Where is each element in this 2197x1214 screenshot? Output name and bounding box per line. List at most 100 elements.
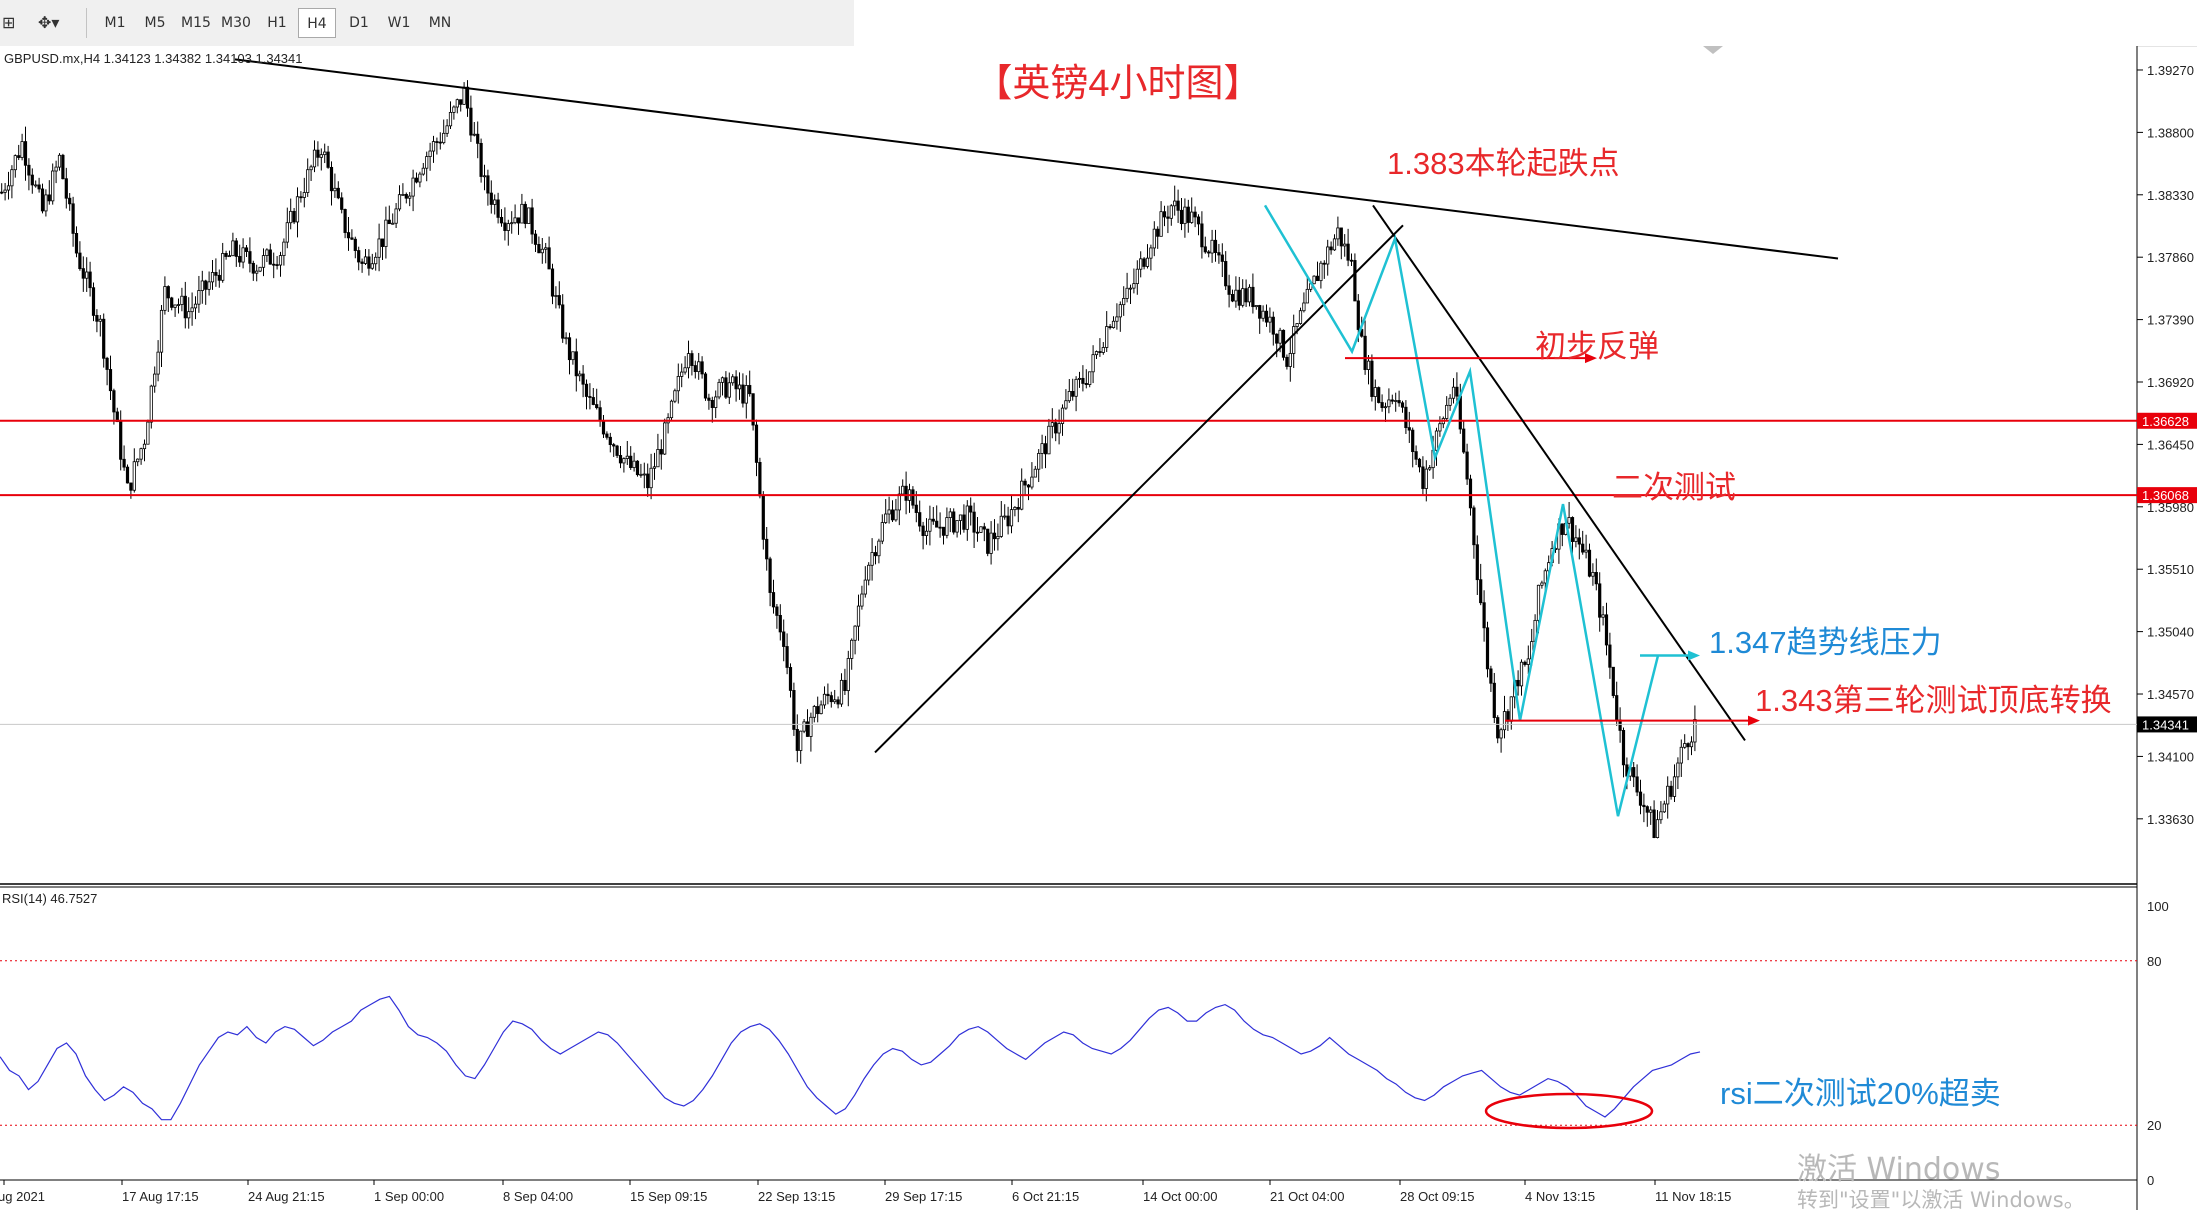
candle-body	[1689, 741, 1694, 748]
candle-body	[897, 493, 901, 511]
price-tick-label: 1.37390	[2147, 313, 2194, 328]
timeframe-button-h4[interactable]: H4	[298, 8, 336, 38]
timeframe-button-d1[interactable]: D1	[349, 15, 369, 31]
candle-body	[1268, 316, 1272, 323]
candle-body	[1285, 356, 1289, 367]
candle-body	[323, 151, 327, 156]
candle-body	[1040, 443, 1044, 454]
candle-body	[1179, 209, 1184, 225]
candle-body	[843, 679, 847, 692]
drawing-tools-icon[interactable]: ✥▾	[38, 13, 60, 32]
candle-body	[302, 192, 306, 198]
chart-type-icon[interactable]: ⊞	[2, 13, 16, 32]
candle-body	[105, 357, 109, 370]
candle-body	[1159, 211, 1163, 237]
candle-body	[421, 167, 425, 175]
candle-body	[1387, 399, 1391, 408]
candle-body	[1244, 288, 1248, 303]
candle-body	[187, 311, 191, 319]
candle-body	[853, 625, 857, 641]
time-axis: 20 Aug 2021 17 Aug 17:15 24 Aug 21:15 1 Sep…	[0, 1179, 2137, 1204]
candle-body	[1649, 809, 1653, 813]
candle-body	[1577, 537, 1581, 545]
candle-body	[683, 367, 687, 373]
candle-body	[1455, 386, 1459, 397]
timeframe-button-w1[interactable]: W1	[387, 15, 411, 31]
candle-body	[149, 385, 153, 423]
candle-body	[720, 377, 725, 383]
candle-body	[1349, 259, 1354, 262]
candle-body	[1261, 310, 1265, 319]
candle-body	[1496, 717, 1500, 739]
candle-body	[1421, 466, 1425, 489]
candle-body	[867, 564, 871, 581]
candle-body	[1247, 286, 1252, 303]
candle-body	[251, 262, 255, 274]
rsi-panel[interactable]: 100 80 20 0 RSI(14) 46.7527 rsi二次测试20%超卖	[0, 891, 2169, 1188]
timeframe-button-mn[interactable]: MN	[428, 15, 452, 31]
candle-body	[1475, 544, 1479, 581]
candle-body	[278, 255, 283, 266]
candle-body	[598, 407, 602, 422]
candle-body	[714, 396, 718, 408]
candle-body	[1237, 289, 1241, 306]
trendline[interactable]	[234, 58, 1839, 260]
chart-shift-marker-icon[interactable]	[1703, 46, 1723, 54]
candle-body	[448, 112, 453, 127]
candle-body	[520, 203, 524, 224]
candle-body	[455, 99, 459, 108]
candle-body	[1200, 223, 1204, 248]
candle-body	[54, 166, 58, 172]
candle-body	[938, 526, 942, 529]
candle-body	[601, 420, 606, 435]
chart-canvas[interactable]: 1.39270 1.38800 1.38330 1.37860 1.37390 1.369…	[0, 46, 2197, 1210]
candle-body	[292, 210, 296, 223]
candle-body	[27, 164, 31, 176]
candle-body	[489, 192, 493, 205]
timeframe-button-m30[interactable]: M30	[221, 15, 251, 31]
candle-body	[1601, 614, 1605, 618]
trendline[interactable]	[1372, 204, 1746, 742]
timeframe-button-m1[interactable]: M1	[104, 15, 126, 31]
candle-body	[418, 173, 422, 183]
candle-body	[431, 141, 436, 152]
candle-body	[275, 264, 279, 266]
candle-body	[30, 174, 34, 186]
candle-body	[499, 216, 504, 224]
candle-body	[255, 270, 259, 274]
candle-body	[1380, 402, 1384, 408]
candle-body	[1251, 286, 1255, 308]
candle-body	[1203, 246, 1207, 253]
candle-body	[1591, 572, 1595, 577]
candle-body	[516, 217, 521, 224]
timeframe-button-h1[interactable]: H1	[267, 15, 287, 31]
trendline[interactable]	[874, 224, 1404, 754]
candle-body	[295, 196, 300, 223]
candle-body	[0, 191, 4, 194]
candle-body	[989, 532, 993, 554]
timeframe-button-m15[interactable]: M15	[181, 15, 211, 31]
candle-body	[1302, 302, 1306, 312]
candle-body	[530, 207, 534, 235]
price-chart-panel[interactable]: 1.39270 1.38800 1.38330 1.37860 1.37390 1.369…	[0, 46, 2197, 1210]
candle-body	[1067, 391, 1071, 402]
candle-body	[1149, 247, 1153, 259]
rsi-tick-label: 100	[2147, 899, 2169, 914]
candle-body	[1152, 228, 1156, 249]
timeframe-button-m5[interactable]: M5	[144, 15, 166, 31]
candle-body	[1258, 305, 1262, 319]
candle-body	[785, 646, 789, 668]
candle-body	[659, 449, 663, 455]
red-arrowhead-icon	[1748, 715, 1760, 726]
candle-body	[1037, 453, 1041, 470]
candle-body	[1118, 304, 1122, 318]
candle-body	[214, 272, 218, 276]
candle-body	[924, 530, 929, 536]
time-tick-label: 6 Oct 21:15	[1012, 1189, 1079, 1204]
candle-body	[955, 520, 959, 533]
candle-body	[632, 460, 636, 469]
candle-body	[1196, 216, 1201, 225]
candle-body	[13, 155, 17, 171]
candle-body	[680, 371, 684, 377]
toolbar: ⊞ ✥▾ M1 M5 M15 M30 H1 H4 D1 W1 MN	[0, 0, 854, 47]
